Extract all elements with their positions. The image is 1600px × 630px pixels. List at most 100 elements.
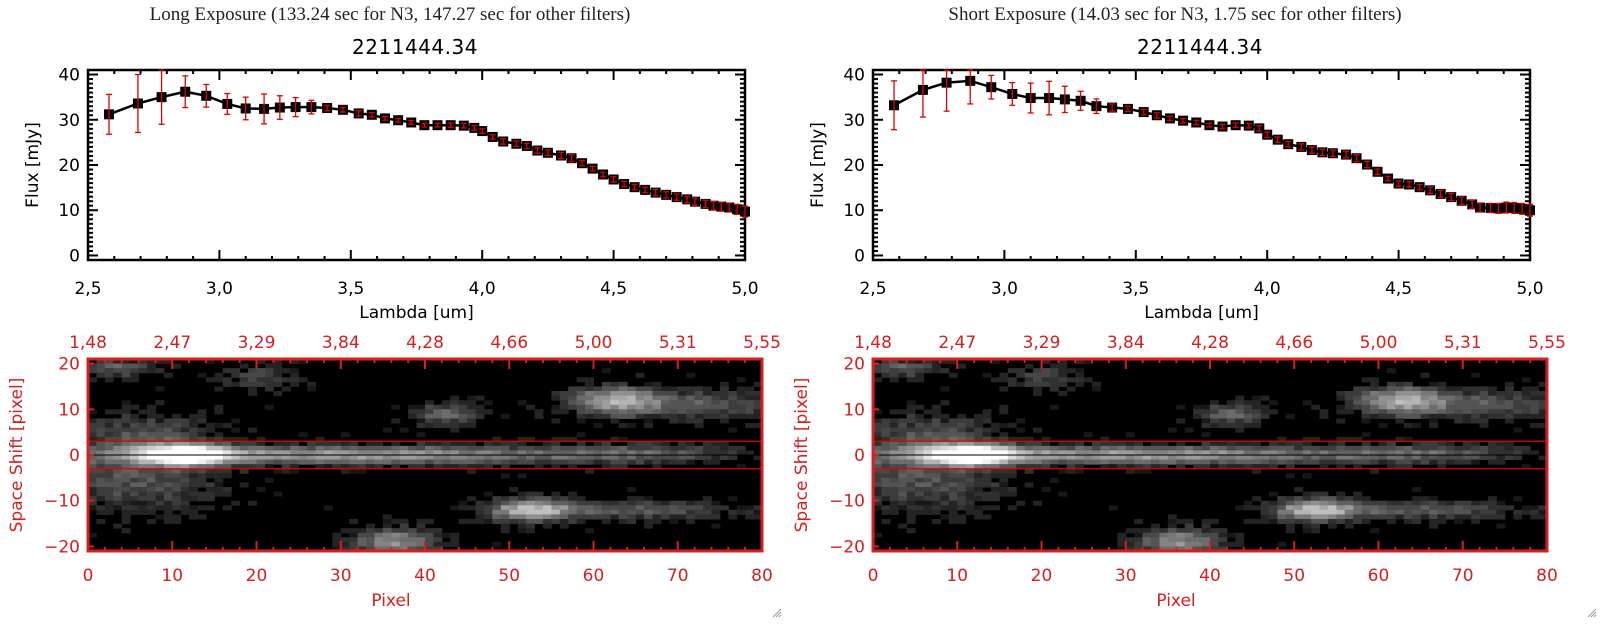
image-pixel (873, 532, 882, 538)
image-pixel (990, 377, 1000, 383)
image-pixel (155, 359, 165, 365)
image-pixel (1243, 450, 1253, 456)
image-pixel (1041, 359, 1051, 365)
image-pixel (1083, 377, 1093, 383)
image-pixel (146, 363, 156, 369)
image-pixel (408, 413, 418, 419)
image-pixel (1033, 464, 1042, 470)
image-pixel (534, 409, 544, 415)
resize-grip-icon[interactable] (770, 606, 782, 618)
image-pixel (686, 418, 696, 424)
image-pixel (104, 359, 114, 365)
image-pixel (1488, 404, 1497, 410)
image-pixel (1479, 455, 1489, 461)
image-pixel (1016, 441, 1026, 447)
image-pixel (1049, 445, 1059, 451)
image-pixel (1235, 537, 1245, 543)
image-pixel (1311, 514, 1321, 520)
error-bar (534, 147, 541, 154)
image-pixel (593, 455, 603, 461)
image-pixel (281, 377, 291, 383)
image-pixel (273, 441, 283, 447)
image-pixel (906, 418, 916, 424)
image-pixel (1277, 505, 1287, 511)
image-pixel (1235, 455, 1245, 461)
image-pixel (130, 459, 140, 465)
image-pixel (889, 432, 899, 438)
image-pixel (873, 464, 882, 470)
image-pixel (601, 413, 611, 419)
image-pixel (906, 464, 916, 470)
resize-grip-icon[interactable] (1585, 606, 1597, 618)
error-bar (652, 188, 659, 197)
image-pixel (475, 519, 485, 525)
image-pixel (104, 445, 114, 451)
image-pixel (873, 455, 882, 461)
image-pixel (1429, 519, 1438, 525)
image-pixel (391, 541, 401, 547)
image-pixel (948, 441, 958, 447)
image-pixel (1445, 409, 1455, 415)
image-pixel (999, 432, 1009, 438)
image-pixel (719, 381, 729, 387)
image-pixel (88, 482, 97, 488)
image-pixel (974, 509, 984, 515)
image-pixel (923, 423, 933, 429)
image-pixel (526, 455, 536, 461)
image-pixel (189, 496, 199, 502)
image-pixel (88, 464, 97, 470)
image-pixel (1386, 519, 1396, 525)
image-pixel (677, 505, 687, 511)
image-pixel (559, 459, 569, 465)
error-bar (579, 159, 586, 167)
image-pixel (1007, 459, 1017, 465)
image-pixel (1488, 450, 1497, 456)
image-pixel (1327, 455, 1337, 461)
image-pixel (618, 455, 628, 461)
image-pixel (197, 409, 207, 415)
image-pixel (433, 409, 443, 415)
image-pixel (1294, 500, 1304, 506)
image-pixel (1504, 395, 1514, 401)
image-pixel (450, 404, 460, 410)
image-pixel (1420, 391, 1430, 397)
image-pixel (1437, 441, 1447, 447)
image-pixel (1454, 391, 1464, 397)
image-pixel (1403, 404, 1413, 410)
image-pixel (711, 395, 721, 401)
image-pixel (906, 359, 916, 365)
image-pixel (1066, 386, 1076, 392)
image-pixel (728, 404, 738, 410)
image-pixel (1176, 532, 1186, 538)
x-tick-label: 50 (1283, 566, 1305, 586)
image-pixel (121, 400, 131, 406)
image-pixel (391, 455, 401, 461)
image-pixel (1361, 459, 1371, 465)
image-pixel (264, 477, 274, 483)
image-pixel (534, 464, 544, 470)
image-pixel (1176, 418, 1186, 424)
image-pixel (408, 409, 418, 415)
image-pixel (965, 464, 975, 470)
image-pixel (957, 519, 967, 525)
image-pixel (898, 487, 908, 493)
image-pixel (711, 441, 721, 447)
image-pixel (618, 519, 628, 525)
image-pixel (1386, 500, 1396, 506)
image-pixel (1454, 519, 1464, 525)
image-pixel (568, 505, 578, 511)
image-pixel (957, 477, 967, 483)
image-pixel (1370, 509, 1379, 515)
image-pixel (1412, 445, 1422, 451)
image-pixel (1336, 514, 1346, 520)
image-pixel (517, 491, 527, 497)
image-pixel (931, 468, 941, 474)
image-pixel (467, 409, 477, 415)
image-pixel (551, 450, 561, 456)
image-pixel (1268, 500, 1278, 506)
image-pixel (1513, 445, 1523, 451)
image-pixel (104, 432, 114, 438)
image-pixel (923, 445, 933, 451)
image-pixel (1243, 464, 1253, 470)
image-pixel (1412, 395, 1422, 401)
